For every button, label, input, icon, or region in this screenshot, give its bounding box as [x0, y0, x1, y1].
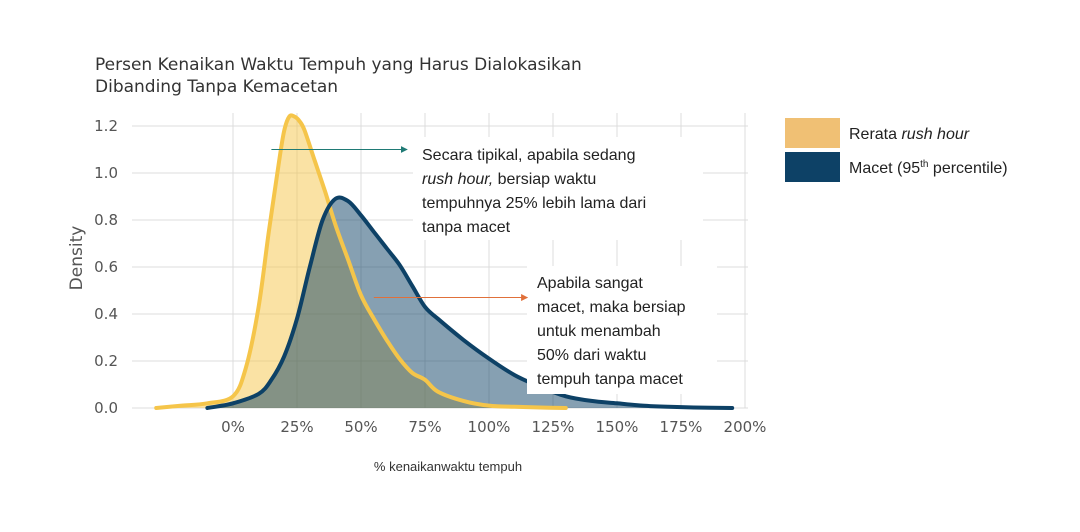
series-line-1 — [154, 113, 568, 410]
annotation-italic: rush hour, — [422, 171, 493, 188]
legend-swatch-2 — [785, 152, 840, 182]
legend-text: Macet (95 — [849, 160, 920, 177]
series-line-2 — [205, 195, 735, 410]
legend-label-2: Macet (95th percentile) — [849, 159, 1008, 177]
x-tick-label: 50% — [344, 418, 377, 436]
annotation-text-line: tempuh tanpa macet — [537, 371, 683, 388]
y-tick-label: 1.0 — [94, 164, 118, 182]
annotation-text-line: rush hour, bersiap waktu — [422, 171, 596, 188]
series-area-1 — [156, 115, 566, 409]
annotation-plain: Apabila sangat — [537, 275, 643, 292]
legend: Rerata rush hour Macet (95th percentile) — [785, 118, 1008, 182]
annotation-text-line: macet, maka bersiap — [537, 299, 686, 316]
annotation-text-line: untuk menambah — [537, 323, 661, 340]
x-tick-label: 175% — [660, 418, 703, 436]
annotation-plain: macet, maka bersiap — [537, 299, 686, 316]
y-tick-label: 0.8 — [94, 211, 118, 229]
annotation-text-line: tanpa macet — [422, 219, 511, 236]
series-area-2 — [207, 197, 733, 408]
y-tick-label: 0.2 — [94, 352, 118, 370]
legend-swatch-1 — [785, 118, 840, 148]
annotation-text-line: 50% dari waktu — [537, 347, 646, 364]
annotation-plain: Secara tipikal, apabila sedang — [422, 147, 635, 164]
y-tick-label: 0.6 — [94, 258, 118, 276]
annotation-plain: 50% dari waktu — [537, 347, 646, 364]
y-tick-label: 1.2 — [94, 117, 118, 135]
x-axis-label: % kenaikanwaktu tempuh — [374, 459, 522, 474]
annotation-plain: untuk menambah — [537, 323, 661, 340]
x-tick-label: 25% — [280, 418, 313, 436]
annotation-plain: tanpa macet — [422, 219, 511, 236]
annotations: Secara tipikal, apabila sedang rush hour,… — [271, 137, 717, 394]
annotation-plain: tempuhnya 25% lebih lama dari — [422, 195, 646, 212]
x-tick-label: 100% — [468, 418, 511, 436]
x-tick-label: 150% — [596, 418, 639, 436]
x-tick-label: 125% — [532, 418, 575, 436]
x-tick-label: 200% — [724, 418, 767, 436]
annotation-text-line: Apabila sangat — [537, 275, 643, 292]
y-tick-label: 0.4 — [94, 305, 118, 323]
annotation-plain: tempuh tanpa macet — [537, 371, 683, 388]
chart-title: Persen Kenaikan Waktu Tempuh yang Harus … — [95, 55, 582, 97]
legend-label-1: Rerata rush hour — [849, 126, 970, 143]
y-axis-label: Density — [67, 226, 87, 291]
annotation-box — [413, 137, 703, 240]
x-tick-label: 75% — [408, 418, 441, 436]
legend-text-after: percentile) — [928, 160, 1007, 177]
axes: 0.0 0.2 0.4 0.6 0.8 1.0 1.2 0% 25% 50% 75% 100% 125%… — [67, 117, 766, 474]
legend-text-italic: rush hour — [901, 126, 969, 143]
legend-superscript: th — [920, 159, 928, 170]
chart-title-line: Persen Kenaikan Waktu Tempuh yang Harus … — [95, 55, 582, 75]
annotation-text-line: Secara tipikal, apabila sedang — [422, 147, 635, 164]
legend-text: Rerata — [849, 126, 901, 143]
annotation-box — [527, 266, 717, 394]
annotation-plain: bersiap waktu — [493, 171, 596, 188]
y-tick-label: 0.0 — [94, 399, 118, 417]
x-tick-label: 0% — [221, 418, 245, 436]
chart-title-line: Dibanding Tanpa Kemacetan — [95, 77, 338, 97]
plot-areas — [154, 113, 735, 410]
annotation-text-line: tempuhnya 25% lebih lama dari — [422, 195, 646, 212]
